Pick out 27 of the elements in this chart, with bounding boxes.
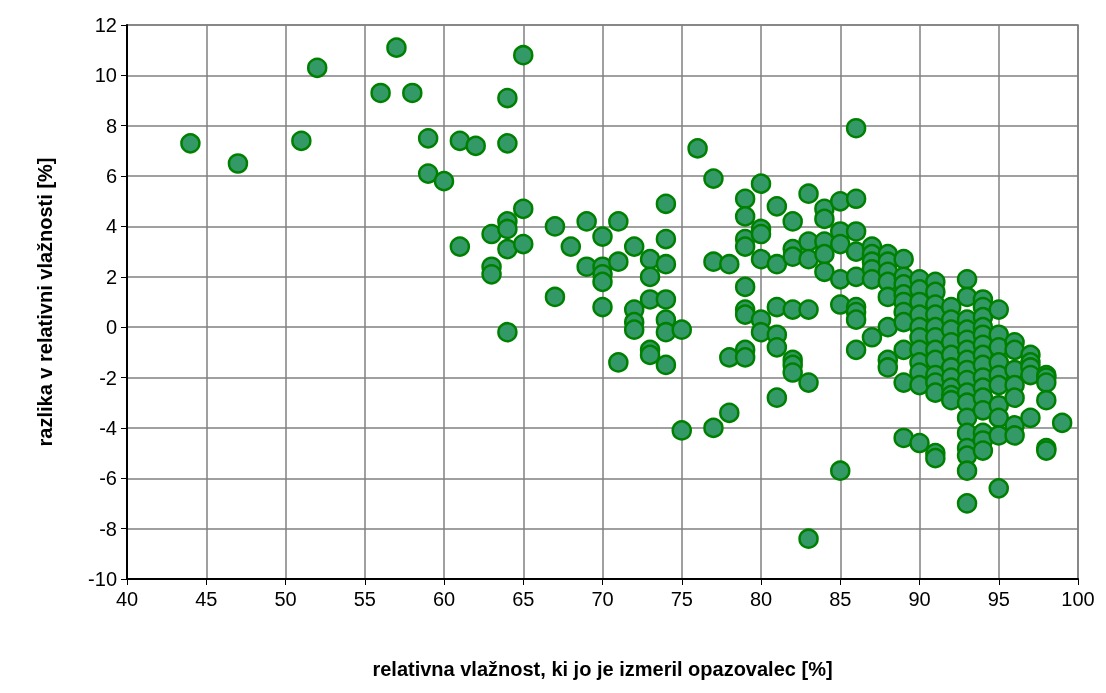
- y-tick-label: 4: [105, 215, 117, 238]
- y-tick-label: 10: [94, 64, 117, 87]
- x-tick-label: 100: [1061, 588, 1095, 610]
- x-tick-label: 60: [432, 588, 456, 610]
- y-tick-label: 0: [105, 316, 117, 339]
- y-tick-label: -10: [88, 568, 117, 590]
- x-tick-label: 65: [512, 588, 535, 610]
- x-tick-label: 95: [987, 588, 1010, 610]
- x-axis-title: relativna vlažnost, ki jo je izmeril opazovalec [%]: [372, 658, 833, 680]
- x-tick-label: 70: [591, 588, 614, 610]
- y-tick-label: 12: [94, 14, 117, 36]
- y-tick-label: 8: [105, 114, 117, 137]
- x-tick-label: 75: [670, 588, 693, 610]
- y-tick-label: -8: [99, 517, 117, 540]
- x-tick-label: 45: [195, 588, 218, 610]
- y-tick-label: -2: [99, 366, 117, 389]
- y-tick-label: 2: [105, 265, 117, 288]
- x-tick-label: 55: [353, 588, 376, 610]
- y-tick-label: -4: [99, 416, 117, 439]
- x-tick-label: 90: [908, 588, 931, 610]
- x-tick-label: 80: [749, 588, 773, 610]
- y-tick-label: 6: [105, 165, 117, 188]
- x-tick-label: 85: [829, 588, 852, 610]
- y-axis-title: razlika v relativni vlažnosti [%]: [34, 157, 56, 447]
- x-tick-label: 40: [115, 588, 139, 610]
- y-tick-label: -6: [99, 467, 117, 490]
- x-tick-label: 50: [274, 588, 297, 610]
